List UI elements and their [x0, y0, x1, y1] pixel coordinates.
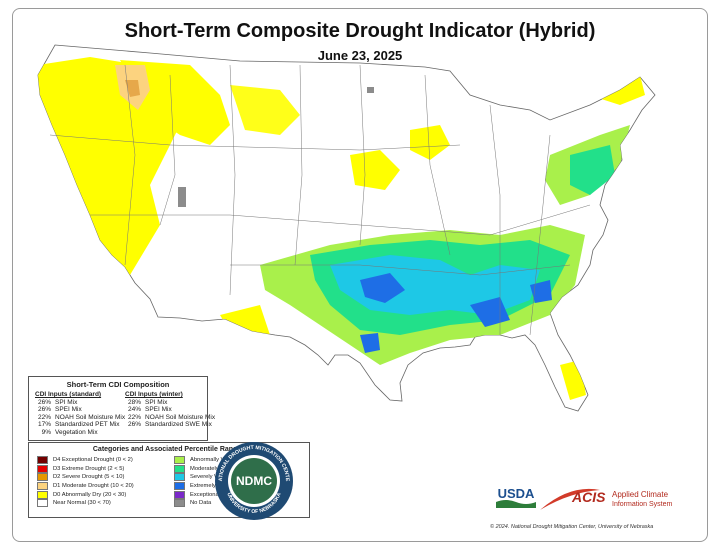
legend-item: D0 Abnormally Dry (20 < 30) — [37, 490, 134, 499]
no-data-nd — [367, 87, 374, 93]
cdi-standard-row: 17% Standardized PET Mix — [35, 421, 125, 428]
legend-label: D2 Severe Drought (5 < 10) — [53, 474, 125, 481]
acis-line2: Information System — [612, 501, 672, 508]
legend-label: Near Normal (30 < 70) — [53, 500, 111, 507]
legend-swatch — [174, 456, 185, 465]
map-date: June 23, 2025 — [317, 48, 403, 63]
legend-item: Near Normal (30 < 70) — [37, 499, 134, 508]
cdi-composition-title: Short-Term CDI Composition — [66, 380, 170, 389]
legend-item: D4 Exceptional Drought (0 < 2) — [37, 456, 134, 465]
cdi-standard-row: 26% SPI Mix — [35, 399, 125, 406]
legend-item: D2 Severe Drought (5 < 10) — [37, 473, 134, 482]
label: SPEI Mix — [145, 406, 172, 414]
severe-drought-nw — [125, 80, 140, 97]
dry-categories: D4 Exceptional Drought (0 < 2) D3 Extrem… — [37, 456, 134, 508]
cdi-standard-header: CDI Inputs (standard) — [35, 391, 102, 398]
cdi-winter-row: 28% SPI Mix — [125, 399, 215, 406]
legend-swatch — [37, 499, 48, 508]
legend-swatch — [174, 464, 185, 473]
label: Standardized SWE Mix — [145, 421, 212, 429]
legend-label: D4 Exceptional Drought (0 < 2) — [53, 457, 133, 464]
label: SPI Mix — [55, 399, 78, 406]
cdi-winter-row: 22% NOAH Soil Moisture Mix — [125, 414, 215, 421]
pct: 26% — [127, 421, 141, 429]
no-data-fl — [592, 405, 598, 411]
no-data-utah — [178, 187, 186, 207]
extremely-wet-tx — [360, 333, 380, 353]
legend-swatch — [174, 499, 185, 508]
legend-label: D0 Abnormally Dry (20 < 30) — [53, 491, 127, 498]
cdi-standard-row: 9% Vegetation Mix — [35, 429, 125, 436]
acis-line1: Applied Climate — [612, 490, 669, 499]
pct: 9% — [41, 428, 51, 436]
cdi-winter-row: 24% SPEI Mix — [125, 406, 215, 413]
legend-label: D1 Moderate Drought (10 < 20) — [53, 483, 134, 490]
usda-logo: USDA — [496, 486, 536, 508]
label: Vegetation Mix — [55, 428, 98, 436]
map-title: Short-Term Composite Drought Indicator (… — [124, 20, 596, 42]
categories-title: Categories and Associated Percentile Ran… — [92, 446, 246, 453]
abnormally-dry-central — [350, 150, 400, 190]
pct: 28% — [127, 399, 141, 406]
label: SPI Mix — [145, 399, 168, 406]
pct: 22% — [37, 413, 51, 421]
extremely-wet-south-3 — [530, 280, 552, 303]
acis-logo-text: ACIS — [571, 489, 606, 505]
moderately-wet-ne — [570, 145, 615, 195]
legend-swatch — [174, 490, 185, 499]
label: Standardized PET Mix — [55, 421, 120, 429]
cdi-winter-column: CDI Inputs (winter) 28% SPI Mix 24% SPEI M… — [125, 391, 215, 429]
label: NOAH Soil Moisture Mix — [145, 413, 216, 421]
legend-swatch — [174, 482, 185, 491]
legend-item: D1 Moderate Drought (10 < 20) — [37, 482, 134, 491]
legend-swatch — [37, 473, 48, 482]
pct: 22% — [127, 413, 141, 421]
ndmc-logo-text: NDMC — [236, 474, 272, 488]
label: SPEI Mix — [55, 406, 82, 414]
cdi-winter-row: 26% Standardized SWE Mix — [125, 421, 215, 428]
legend-swatch — [174, 473, 185, 482]
extremely-wet-south — [360, 273, 405, 303]
us-drought-map — [37, 44, 656, 412]
legend-item: No Data — [174, 499, 264, 508]
cdi-standard-row: 26% SPEI Mix — [35, 406, 125, 413]
legend-item: D3 Extreme Drought (2 < 5) — [37, 464, 134, 474]
cdi-standard-column: CDI Inputs (standard) 26% SPI Mix 26% SPEI… — [35, 391, 125, 436]
legend-label: D3 Extreme Drought (2 < 5) — [53, 465, 125, 472]
cdi-winter-header: CDI Inputs (winter) — [125, 391, 183, 398]
legend-swatch — [37, 456, 48, 465]
pct: 26% — [37, 399, 51, 406]
copyright-text: © 2024. National Drought Mitigation Cent… — [490, 524, 654, 530]
cdi-composition-panel: Short-Term CDI Composition CDI Inputs (s… — [28, 376, 215, 441]
legend-swatch — [37, 482, 48, 491]
pct: 24% — [127, 406, 141, 414]
legend-label: No Data — [190, 500, 212, 507]
state-boundaries — [49, 64, 591, 336]
pct: 26% — [37, 406, 51, 414]
label: NOAH Soil Moisture Mix — [55, 413, 126, 421]
legend-swatch — [37, 490, 48, 499]
legend-swatch — [37, 464, 48, 473]
abnormally-dry-mw — [410, 125, 450, 160]
pct: 17% — [37, 421, 51, 429]
abnormally-dry-west — [38, 57, 180, 275]
usda-logo-text: USDA — [498, 486, 535, 501]
cdi-standard-row: 22% NOAH Soil Moisture Mix — [35, 414, 125, 421]
ndmc-logo: NATIONAL DROUGHT MITIGATION CENTER UNIVE… — [213, 440, 293, 520]
abnormally-dry-plains — [230, 85, 300, 135]
acis-logo: ACIS Applied Climate Information System — [540, 488, 672, 510]
